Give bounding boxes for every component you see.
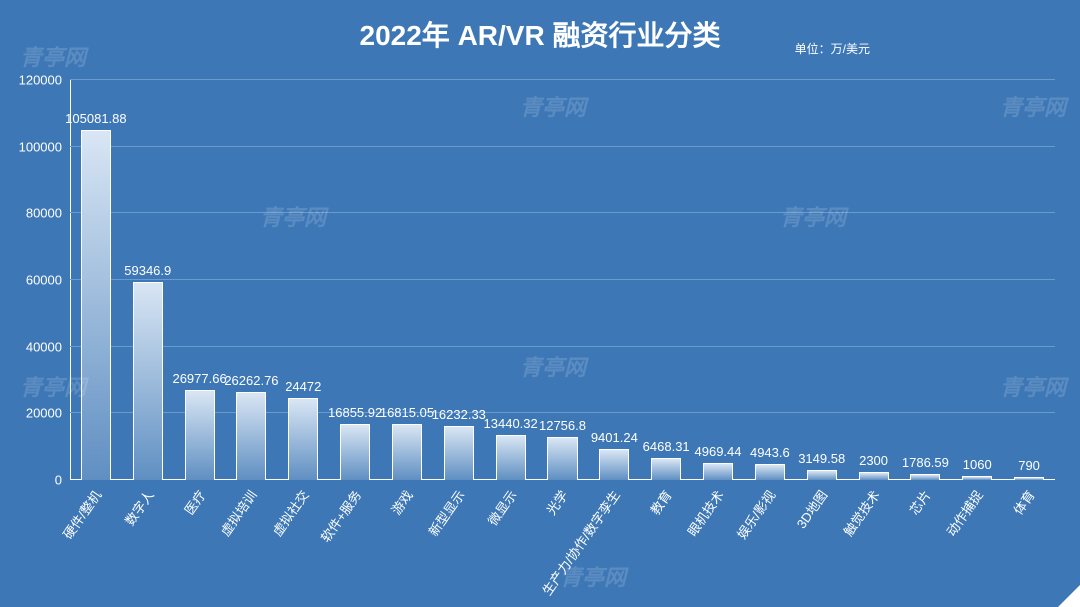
x-tick-label: 医疗 bbox=[179, 486, 209, 518]
bar-value-label: 1060 bbox=[963, 457, 992, 472]
y-tick-label: 120000 bbox=[19, 73, 70, 88]
bar-value-label: 26977.66 bbox=[172, 371, 226, 386]
x-tick-label: 数字人 bbox=[119, 486, 157, 529]
gridline bbox=[70, 212, 1055, 213]
bar-value-label: 16815.05 bbox=[380, 405, 434, 420]
y-tick-label: 20000 bbox=[26, 406, 70, 421]
bar-value-label: 105081.88 bbox=[65, 111, 126, 126]
bar-fill bbox=[651, 458, 681, 480]
bar: 26977.66 bbox=[185, 390, 215, 480]
x-tick-label: 娱乐/影视 bbox=[732, 486, 779, 542]
x-tick-label: 软件+服务 bbox=[315, 486, 365, 546]
bar-fill bbox=[755, 464, 785, 480]
bar: 1060 bbox=[962, 476, 992, 480]
x-tick-label: 动作捕捉 bbox=[941, 486, 986, 540]
y-axis bbox=[70, 80, 71, 480]
bar-value-label: 790 bbox=[1018, 458, 1040, 473]
bar-value-label: 6468.31 bbox=[643, 439, 690, 454]
bar: 1786.59 bbox=[910, 474, 940, 480]
bar: 24472 bbox=[288, 398, 318, 480]
bar-value-label: 16855.92 bbox=[328, 405, 382, 420]
bar: 12756.8 bbox=[547, 437, 577, 480]
chart-stage: 2022年 AR/VR 融资行业分类 单位：万/美元 0200004000060… bbox=[0, 0, 1080, 607]
bar: 9401.24 bbox=[599, 449, 629, 480]
bar-value-label: 4969.44 bbox=[695, 444, 742, 459]
bar: 790 bbox=[1014, 477, 1044, 480]
bar-value-label: 59346.9 bbox=[124, 263, 171, 278]
bar: 59346.9 bbox=[133, 282, 163, 480]
x-tick-label: 游戏 bbox=[386, 486, 416, 518]
chart-title: 2022年 AR/VR 融资行业分类 bbox=[0, 14, 1080, 54]
bar-fill bbox=[288, 398, 318, 480]
bar-value-label: 2300 bbox=[859, 453, 888, 468]
x-tick-label: 眼机技术 bbox=[682, 486, 727, 540]
bar-value-label: 12756.8 bbox=[539, 418, 586, 433]
bar-fill bbox=[340, 424, 370, 480]
x-tick-label: 硬件/整机 bbox=[58, 486, 105, 542]
bar: 16815.05 bbox=[392, 424, 422, 480]
bar: 16232.33 bbox=[444, 426, 474, 480]
gridline bbox=[70, 279, 1055, 280]
x-tick-label: 新型显示 bbox=[423, 486, 468, 540]
bar-fill bbox=[392, 424, 422, 480]
y-tick-label: 0 bbox=[55, 473, 70, 488]
bar-fill bbox=[807, 470, 837, 480]
bar-fill bbox=[133, 282, 163, 480]
bar-fill bbox=[185, 390, 215, 480]
x-tick-label: 体育 bbox=[1008, 486, 1038, 518]
bar: 3149.58 bbox=[807, 470, 837, 480]
bar: 6468.31 bbox=[651, 458, 681, 480]
y-tick-label: 80000 bbox=[26, 206, 70, 221]
bar-fill bbox=[599, 449, 629, 480]
x-tick-label: 教育 bbox=[645, 486, 675, 518]
plot-area: 020000400006000080000100000120000105081.… bbox=[70, 80, 1055, 480]
gridline bbox=[70, 412, 1055, 413]
bar-value-label: 26262.76 bbox=[224, 373, 278, 388]
bar-fill bbox=[910, 474, 940, 480]
chart-unit-label: 单位：万/美元 bbox=[795, 40, 870, 57]
bar-value-label: 13440.32 bbox=[484, 416, 538, 431]
x-tick-label: 芯片 bbox=[904, 486, 934, 518]
bar-value-label: 9401.24 bbox=[591, 430, 638, 445]
bar: 105081.88 bbox=[81, 130, 111, 480]
bar-fill bbox=[962, 476, 992, 480]
x-tick-label: 虚拟培训 bbox=[216, 486, 261, 540]
x-tick-label: 3D地图 bbox=[791, 486, 831, 532]
gridline bbox=[70, 79, 1055, 80]
bar-fill bbox=[859, 472, 889, 480]
bar-fill bbox=[496, 435, 526, 480]
bar-fill bbox=[236, 392, 266, 480]
bar-value-label: 1786.59 bbox=[902, 455, 949, 470]
bar-fill bbox=[444, 426, 474, 480]
y-tick-label: 40000 bbox=[26, 339, 70, 354]
bar: 4943.6 bbox=[755, 464, 785, 480]
x-tick-label: 光学 bbox=[542, 486, 572, 518]
gridline bbox=[70, 346, 1055, 347]
bar: 13440.32 bbox=[496, 435, 526, 480]
bar-fill bbox=[1014, 477, 1044, 480]
bar-value-label: 16232.33 bbox=[432, 407, 486, 422]
bar-value-label: 24472 bbox=[285, 379, 321, 394]
bar-value-label: 3149.58 bbox=[798, 451, 845, 466]
bar-fill bbox=[547, 437, 577, 480]
x-tick-label: 虚拟社交 bbox=[267, 486, 312, 540]
bar: 2300 bbox=[859, 472, 889, 480]
bar: 4969.44 bbox=[703, 463, 733, 480]
y-tick-label: 60000 bbox=[26, 273, 70, 288]
x-tick-label: 微显示 bbox=[482, 486, 520, 529]
x-tick-label: 触觉技术 bbox=[838, 486, 883, 540]
bar-fill bbox=[81, 130, 111, 480]
bar: 26262.76 bbox=[236, 392, 266, 480]
corner-fold-icon bbox=[1058, 585, 1080, 607]
gridline bbox=[70, 146, 1055, 147]
bar-fill bbox=[703, 463, 733, 480]
bar: 16855.92 bbox=[340, 424, 370, 480]
y-tick-label: 100000 bbox=[19, 139, 70, 154]
bar-value-label: 4943.6 bbox=[750, 445, 790, 460]
